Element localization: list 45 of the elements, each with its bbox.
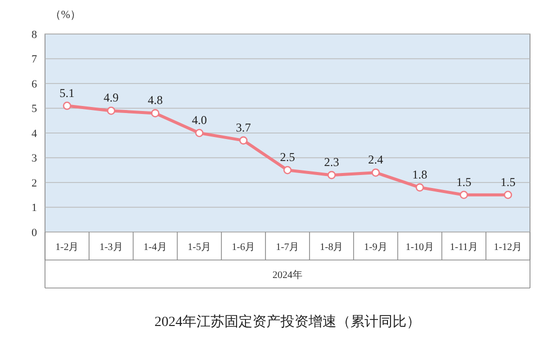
data-label: 4.0 (192, 113, 207, 127)
x-tick-label: 1-12月 (494, 242, 522, 253)
y-tick-label: 8 (32, 28, 38, 41)
data-label: 2.4 (368, 152, 384, 167)
data-label: 3.7 (236, 120, 251, 134)
y-tick-label: 4 (32, 128, 38, 140)
x-tick-label: 1-5月 (188, 242, 211, 253)
y-axis-title: （%） (50, 9, 82, 21)
y-tick-label: 1 (32, 202, 37, 214)
y-tick-label: 7 (32, 54, 38, 66)
point (106, 106, 116, 115)
point (62, 102, 72, 110)
data-label: 4.8 (148, 93, 163, 108)
data-label: 5.1 (60, 86, 75, 100)
data-label: 1.5 (500, 174, 516, 189)
y-tick-label: 6 (32, 78, 38, 90)
data-label: 4.9 (104, 90, 119, 105)
x-tick-label: 1-3月 (99, 242, 123, 253)
x-axis-title: 2024年 (272, 269, 302, 281)
point (327, 170, 336, 180)
point (504, 190, 512, 200)
point (283, 166, 292, 174)
data-label: 1.8 (412, 167, 428, 182)
point (416, 183, 424, 192)
x-tick-label: 1-2月 (55, 242, 79, 253)
point (151, 109, 160, 118)
point (195, 128, 204, 138)
data-label: 2.5 (280, 150, 295, 164)
x-tick-label: 1-6月 (232, 242, 256, 253)
x-tick-label: 1-4月 (144, 242, 167, 253)
x-tick-label: 1-11月 (450, 242, 478, 253)
point (460, 190, 468, 200)
x-tick-label: 1-9月 (364, 242, 388, 253)
x-tick-label: 1-8月 (320, 242, 344, 253)
x-tick-label: 1-7月 (276, 242, 300, 253)
y-tick-label: 5 (32, 103, 38, 116)
y-tick-label: 0 (32, 226, 38, 239)
data-label: 1.5 (456, 174, 472, 189)
x-tick-label: 1-10月 (406, 242, 434, 253)
y-tick-label: 3 (32, 152, 38, 165)
point (372, 168, 380, 177)
text: 2024年江苏固定资产投资增速（累计同比） (154, 314, 420, 330)
y-tick-label: 2 (32, 177, 37, 190)
point (239, 136, 248, 145)
data-label: 2.3 (324, 155, 340, 170)
